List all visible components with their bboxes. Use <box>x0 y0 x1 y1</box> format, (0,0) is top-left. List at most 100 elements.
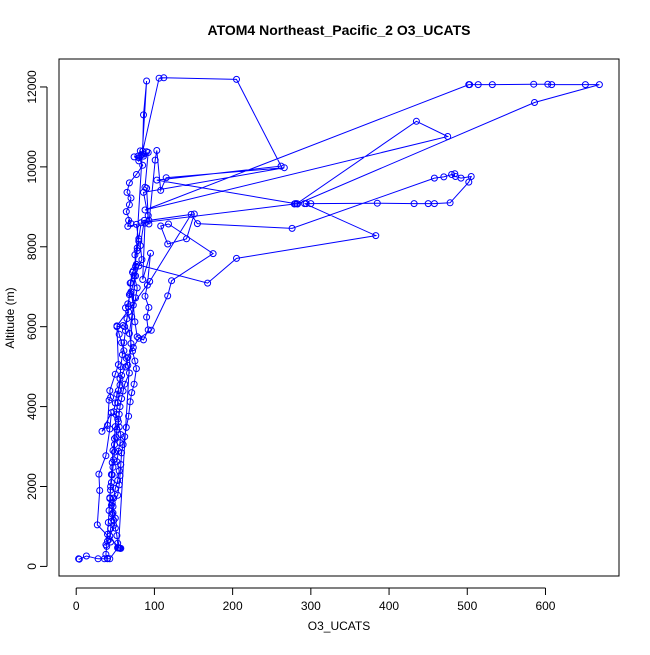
data-point <box>151 156 159 164</box>
data-point <box>140 111 147 119</box>
data-point <box>126 398 134 406</box>
data-point <box>109 447 117 454</box>
data-point <box>118 351 126 359</box>
series-line <box>78 77 600 560</box>
data-point <box>138 256 146 264</box>
data-point <box>155 74 163 82</box>
data-point <box>143 281 151 289</box>
data-point <box>116 375 124 383</box>
y-tick-label: 6000 <box>25 313 39 340</box>
data-point <box>105 535 113 543</box>
data-point <box>290 200 298 208</box>
data-point <box>141 292 149 300</box>
data-point <box>135 235 143 243</box>
data-point <box>106 387 114 395</box>
data-point <box>112 433 120 441</box>
data-point <box>147 249 154 257</box>
data-point <box>75 555 83 563</box>
data-point <box>440 173 448 181</box>
data-point <box>141 206 149 214</box>
x-tick-label: 500 <box>457 599 477 613</box>
data-point <box>115 467 123 475</box>
data-point <box>124 361 132 369</box>
data-point <box>103 542 111 550</box>
data-point <box>115 330 123 338</box>
data-point <box>145 216 153 224</box>
data-point <box>114 399 122 407</box>
data-point <box>288 224 296 232</box>
data-point <box>132 365 140 373</box>
data-point <box>112 411 120 419</box>
data-point <box>122 327 129 335</box>
data-point <box>444 133 452 140</box>
data-point <box>136 242 144 250</box>
data-point <box>128 389 136 397</box>
data-point <box>102 550 110 558</box>
data-point <box>119 441 127 449</box>
series-layer <box>75 74 603 563</box>
data-point <box>82 552 90 560</box>
data-point <box>107 393 115 401</box>
data-point <box>125 369 133 377</box>
data-point <box>146 278 154 285</box>
data-point <box>111 524 119 532</box>
plot-frame <box>58 58 620 577</box>
data-point <box>488 81 496 89</box>
data-point <box>135 157 143 165</box>
data-point <box>465 178 473 186</box>
data-point <box>114 418 122 426</box>
data-point <box>467 173 475 180</box>
data-point <box>373 199 381 207</box>
data-point <box>125 303 133 311</box>
data-point <box>117 363 125 371</box>
data-point <box>107 471 115 478</box>
data-point <box>129 347 136 355</box>
data-point <box>581 81 589 89</box>
data-point <box>145 304 153 311</box>
data-point <box>123 315 131 323</box>
y-axis: 0 2000 4000 6000 8000 10000 12000 <box>25 70 48 570</box>
y-tick-label: 8000 <box>25 233 39 260</box>
data-point <box>115 423 123 431</box>
data-point <box>133 247 141 255</box>
data-point <box>96 487 104 494</box>
data-point <box>168 277 176 285</box>
y-tick-label: 4000 <box>25 393 39 420</box>
data-point <box>111 423 119 431</box>
data-point <box>131 318 139 326</box>
y-tick-label: 2000 <box>25 473 39 500</box>
data-point <box>127 220 135 228</box>
data-point <box>108 459 116 466</box>
data-point <box>122 208 130 216</box>
data-point <box>127 279 135 287</box>
data-point <box>139 161 147 169</box>
data-point <box>140 336 147 344</box>
data-point <box>121 433 129 441</box>
data-point <box>302 200 310 208</box>
data-point <box>372 232 380 240</box>
data-point <box>132 260 140 268</box>
data-point <box>466 81 474 89</box>
data-point <box>123 188 131 196</box>
data-point <box>122 354 130 362</box>
data-point <box>140 188 147 196</box>
data-point <box>98 427 106 435</box>
data-point <box>113 322 121 330</box>
data-point <box>187 210 195 218</box>
data-point <box>122 304 129 312</box>
data-point <box>139 147 147 155</box>
data-point <box>115 410 123 418</box>
data-point <box>113 532 121 540</box>
data-point <box>204 279 212 287</box>
data-point <box>93 521 101 529</box>
data-point <box>233 254 240 262</box>
data-point <box>127 194 135 202</box>
data-point <box>452 173 459 180</box>
data-point <box>109 463 117 471</box>
data-point <box>121 323 129 331</box>
data-point <box>451 170 459 178</box>
data-point <box>125 179 133 187</box>
x-tick-label: 100 <box>144 599 164 613</box>
